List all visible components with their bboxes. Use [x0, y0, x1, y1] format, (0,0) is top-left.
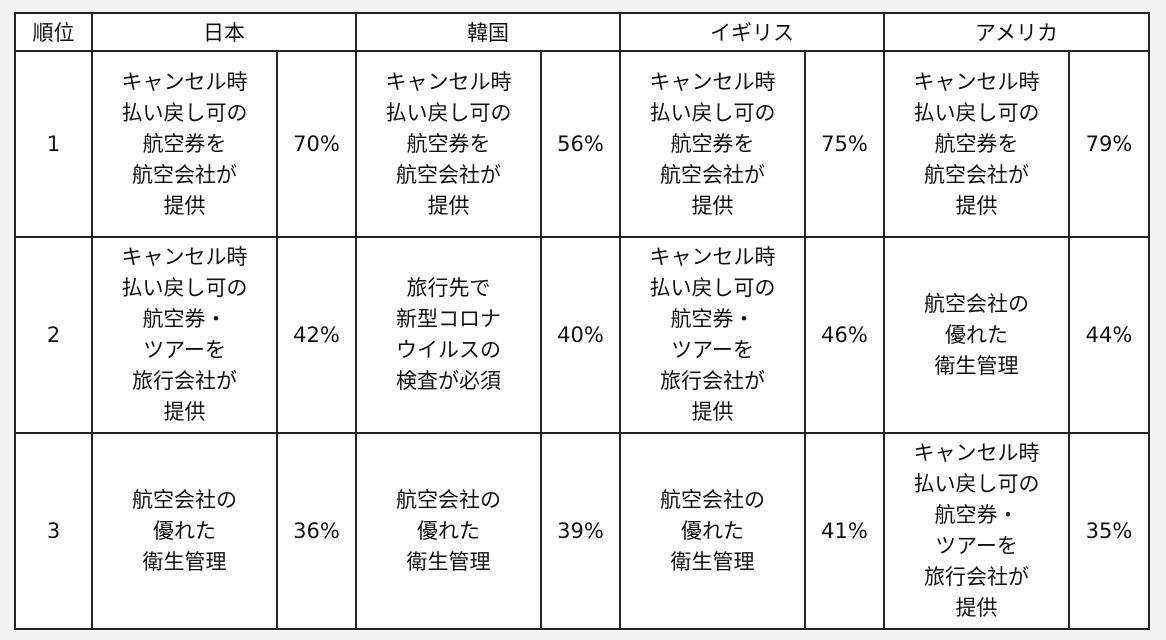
japan-percent: 42%: [276, 236, 357, 434]
usa-item: キャンセル時 払い戻し可の 航空券を 航空会社が 提供: [883, 50, 1070, 238]
uk-percent: 46%: [804, 236, 885, 434]
korea-item: 旅行先で 新型コロナ ウイルスの 検査が必須: [355, 236, 542, 434]
ranking-table: 順位 日本 韓国 イギリス アメリカ 1 キャンセル時 払い戻し可の 航空券を …: [14, 12, 1151, 630]
usa-percent: 79%: [1067, 50, 1151, 238]
header-row: 順位 日本 韓国 イギリス アメリカ: [14, 12, 1151, 52]
japan-item: キャンセル時 払い戻し可の 航空券を 航空会社が 提供: [91, 50, 278, 238]
table-row: 1 キャンセル時 払い戻し可の 航空券を 航空会社が 提供 70% キャンセル時…: [14, 50, 1151, 238]
header-korea: 韓国: [355, 12, 621, 52]
korea-percent: 39%: [540, 432, 621, 630]
usa-item: キャンセル時 払い戻し可の 航空券・ ツアーを 旅行会社が 提供: [883, 432, 1070, 630]
japan-percent: 70%: [276, 50, 357, 238]
header-usa: アメリカ: [882, 12, 1151, 52]
usa-item: 航空会社の 優れた 衛生管理: [883, 236, 1070, 434]
uk-item: 航空会社の 優れた 衛生管理: [619, 432, 806, 630]
table-row: 3 航空会社の 優れた 衛生管理 36% 航空会社の 優れた 衛生管理 39% …: [14, 432, 1151, 630]
header-uk: イギリス: [619, 12, 885, 52]
uk-item: キャンセル時 払い戻し可の 航空券を 航空会社が 提供: [619, 50, 806, 238]
usa-percent: 44%: [1067, 236, 1151, 434]
japan-item: キャンセル時 払い戻し可の 航空券・ ツアーを 旅行会社が 提供: [91, 236, 278, 434]
rank-number: 3: [14, 432, 93, 630]
korea-item: キャンセル時 払い戻し可の 航空券を 航空会社が 提供: [355, 50, 542, 238]
korea-item: 航空会社の 優れた 衛生管理: [355, 432, 542, 630]
korea-percent: 56%: [540, 50, 621, 238]
japan-percent: 36%: [276, 432, 357, 630]
uk-percent: 75%: [804, 50, 885, 238]
japan-item: 航空会社の 優れた 衛生管理: [91, 432, 278, 630]
rank-number: 1: [14, 50, 93, 238]
usa-percent: 35%: [1067, 432, 1151, 630]
korea-percent: 40%: [540, 236, 621, 434]
rank-number: 2: [14, 236, 93, 434]
uk-percent: 41%: [804, 432, 885, 630]
uk-item: キャンセル時 払い戻し可の 航空券・ ツアーを 旅行会社が 提供: [619, 236, 806, 434]
header-japan: 日本: [91, 12, 357, 52]
header-rank: 順位: [14, 12, 93, 52]
table-row: 2 キャンセル時 払い戻し可の 航空券・ ツアーを 旅行会社が 提供 42% 旅…: [14, 236, 1151, 434]
